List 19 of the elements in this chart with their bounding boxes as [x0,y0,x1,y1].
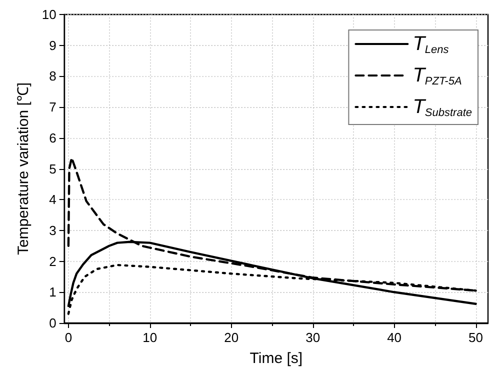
y-tick-label: 6 [49,130,56,146]
y-tick-label: 10 [42,7,56,22]
y-tick-label: 7 [49,100,56,115]
y-tick-label: 9 [49,38,56,53]
x-tick-label: 10 [142,330,158,345]
x-axis-title: Time [s] [250,350,303,367]
x-tick-label: 40 [387,330,402,345]
y-tick-label: 1 [49,284,56,300]
y-tick-label: 3 [49,222,56,238]
y-tick-label: 4 [49,192,56,208]
x-tick-label: 30 [306,330,320,345]
y-tick-label: 8 [49,68,56,84]
x-tick-label: 50 [468,330,484,345]
y-tick-label: 2 [49,254,56,269]
x-tick-label: 0 [64,330,72,345]
y-tick-label: 0 [49,316,56,330]
y-axis-title: Temperature variation [℃] [15,82,32,256]
y-tick-label: 5 [49,161,56,176]
x-tick-label: 20 [224,330,239,345]
